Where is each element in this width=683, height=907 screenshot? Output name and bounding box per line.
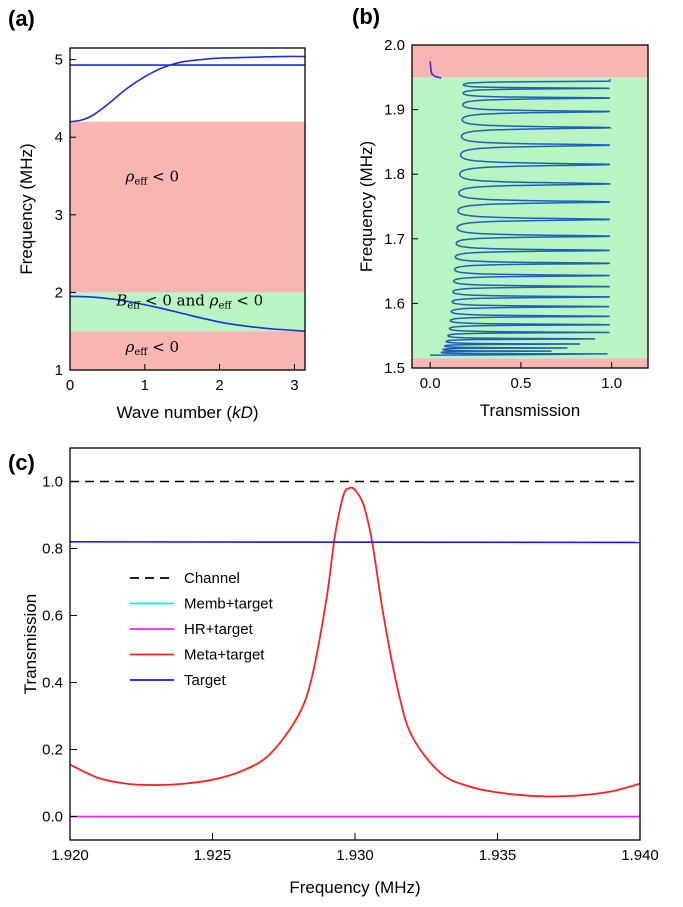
chart_data.0-xtick-label: 1: [141, 377, 149, 394]
panel-a-dispersion-branch: [69, 295, 305, 332]
panel-b-band-region: [412, 358, 648, 368]
chart_data.1-ytick-label: 1.7: [384, 231, 405, 248]
chart_data.0-xtick-label: 0: [66, 377, 74, 394]
panel-b-ylabel: Frequency (MHz): [357, 141, 376, 272]
legend-label-memb-target: Memb+target: [184, 596, 274, 613]
chart_data.0-ytick-label: 4: [55, 129, 63, 146]
legend-label-target: Target: [184, 672, 227, 689]
chart_data.1-xtick-label: 0.0: [420, 375, 441, 392]
panel-b-band-region: [412, 45, 648, 78]
chart_data.1-ytick-label: 1.6: [384, 295, 405, 312]
legend-label-channel: Channel: [184, 570, 240, 587]
chart_data.0-xtick-label: 3: [290, 377, 298, 394]
chart_data.2-ytick-label: 0.8: [42, 541, 63, 558]
chart_data.2-ytick-label: 0.0: [42, 809, 63, 826]
chart_data.0-ytick-label: 1: [55, 362, 63, 379]
panel-a-band-region: [70, 331, 305, 370]
panel-c-xlabel: Frequency (MHz): [289, 878, 420, 897]
panel-b-label: (b): [352, 4, 380, 29]
panel-a-band-region: [70, 121, 305, 293]
panel-c-frame: [69, 447, 641, 841]
chart_data.1-ytick-label: 1.9: [384, 102, 405, 119]
panel-a-frame: [69, 47, 306, 371]
panel-b-xlabel: Transmission: [480, 401, 580, 420]
chart_data.2-xtick-label: 1.925: [194, 847, 232, 864]
chart_data.1-ytick-label: 1.5: [384, 360, 405, 377]
panel-a-annotation: ρeff < 0: [125, 338, 180, 358]
chart_data.1-xtick-label: 1.0: [601, 375, 622, 392]
panel-a-band-region: [70, 292, 305, 295]
panel-a-xlabel: Wave number (kD): [116, 403, 258, 422]
chart_data.1-ytick-label: 1.8: [384, 166, 405, 183]
chart_data.0-ytick-label: 2: [55, 284, 63, 301]
chart_data.1-xtick-label: 0.5: [510, 375, 531, 392]
panel-a-annotation: Beff < 0 and ρeff < 0: [115, 292, 263, 312]
panel-a-ylabel: Frequency (MHz): [17, 143, 36, 274]
panel-a-band-region: [70, 294, 305, 332]
chart_data.2-xtick-label: 1.935: [479, 847, 517, 864]
panel-c-ylabel: Transmission: [21, 594, 40, 694]
panel-a-dispersion-branch: [69, 55, 305, 123]
panel-a-annotation: ρeff < 0: [125, 167, 180, 187]
chart_data.1-ytick-label: 2.0: [384, 37, 405, 54]
chart_data.2-ytick-label: 1.0: [42, 474, 63, 491]
chart_data.2-ytick-label: 0.4: [42, 675, 63, 692]
chart_data.0-xtick-label: 2: [215, 377, 223, 394]
panel-c-series-target: [69, 541, 641, 544]
chart_data.2-xtick-label: 1.940: [621, 847, 659, 864]
panel-c-series-meta-target: [69, 486, 641, 798]
chart_data.0-ytick-label: 5: [55, 52, 63, 69]
panel-a-label: (a): [8, 6, 35, 31]
legend-label-hr-target: HR+target: [184, 621, 254, 638]
chart_data.2-xtick-label: 1.920: [51, 847, 89, 864]
chart_data.2-xtick-label: 1.930: [336, 847, 374, 864]
panel-c-label: (c): [8, 450, 35, 475]
chart_data.2-ytick-label: 0.6: [42, 608, 63, 625]
legend-label-meta-target: Meta+target: [184, 647, 265, 664]
panel-b-transmission-tail: [429, 61, 442, 79]
panel-b-frame: [411, 44, 649, 369]
chart_data.2-ytick-label: 0.2: [42, 742, 63, 759]
chart_data.0-ytick-label: 3: [55, 207, 63, 224]
panel-b-transmission-curve: [430, 79, 612, 356]
